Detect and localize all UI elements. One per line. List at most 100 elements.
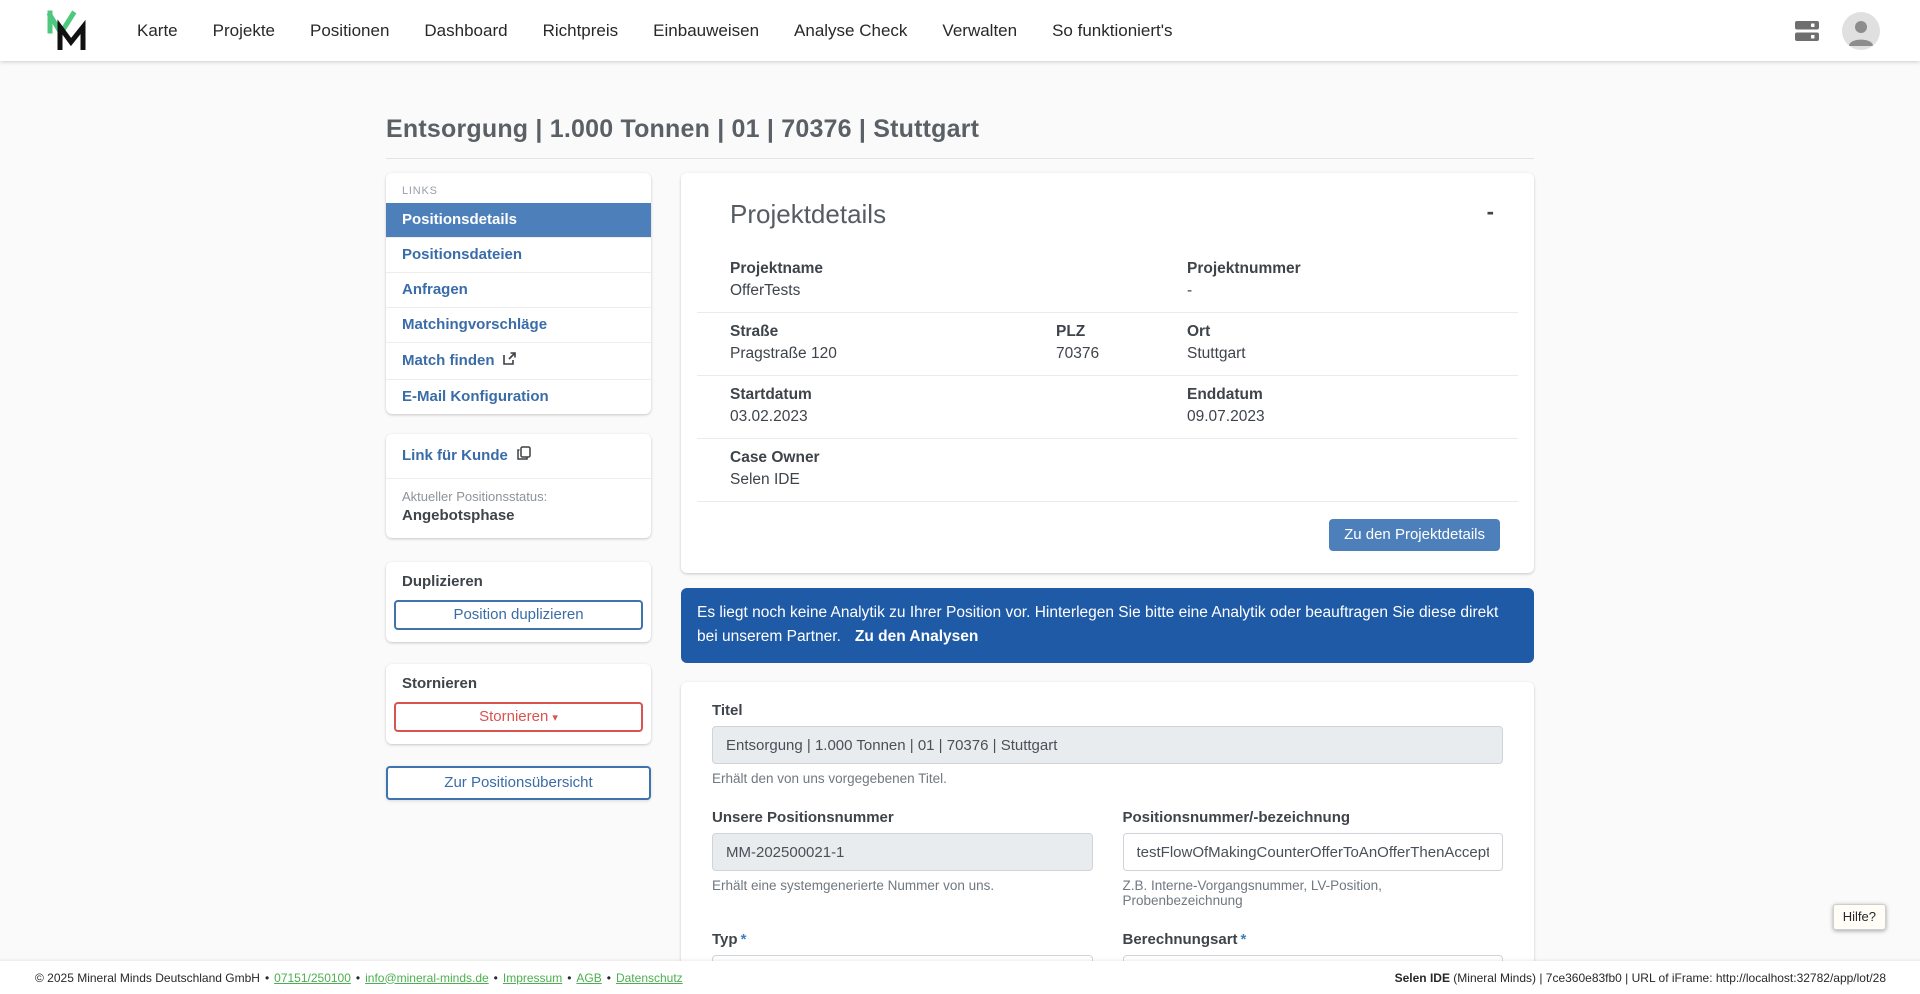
customer-link-card: Link für Kunde Aktueller Positionsstatus… — [386, 434, 651, 538]
position-number-input[interactable] — [1122, 833, 1503, 872]
field-label: Projektname — [730, 260, 824, 277]
field-label: Straße — [730, 323, 779, 340]
nav-item-verwalten[interactable]: Verwalten — [942, 20, 1018, 40]
duplicate-heading: Duplizieren — [402, 573, 483, 590]
nav-item-analyse-check[interactable]: Analyse Check — [794, 20, 908, 40]
project-details-title: Projektdetails — [730, 199, 887, 229]
nav-item-karte[interactable]: Karte — [137, 20, 178, 40]
footer: © 2025 Mineral Minds Deutschland GmbH • … — [0, 961, 1920, 994]
title-divider — [386, 158, 1534, 159]
copy-icon[interactable] — [516, 445, 532, 466]
field-value: 03.02.2023 — [730, 408, 808, 425]
required-asterisk: * — [1240, 931, 1247, 949]
cancel-button-label: Stornieren — [479, 708, 549, 725]
our-position-number-label: Unsere Positionsnummer — [712, 809, 894, 827]
analytics-alert-banner: Es liegt noch keine Analytik zu Ihrer Po… — [681, 588, 1534, 664]
cancel-dropdown-button[interactable]: Stornieren ▾ — [394, 702, 643, 732]
sidebar-item-positionsdetails[interactable]: Positionsdetails — [386, 203, 651, 237]
cancel-heading: Stornieren — [402, 675, 478, 692]
field-value: 70376 — [1056, 345, 1100, 362]
datenschutz-link[interactable]: Datenschutz — [615, 970, 683, 985]
footer-session-info: Selen IDE (Mineral Minds) | 7ce360e83fb0… — [1395, 971, 1886, 985]
sidebar-item-matchingvorschlaege[interactable]: Matchingvorschläge — [386, 307, 651, 342]
nav-item-so-funktionierts[interactable]: So funktioniert's — [1052, 20, 1173, 40]
bullet-separator: • — [264, 970, 270, 985]
field-value: 09.07.2023 — [1187, 408, 1265, 425]
page-title: Entsorgung | 1.000 Tonnen | 01 | 70376 |… — [386, 115, 980, 143]
sidebar-item-positionsdateien[interactable]: Positionsdateien — [386, 237, 651, 272]
navbar-actions — [1792, 11, 1880, 50]
field-label: Startdatum — [730, 386, 812, 403]
agb-link[interactable]: AGB — [576, 970, 602, 985]
links-header: Links — [402, 185, 438, 197]
server-list-icon[interactable] — [1792, 16, 1822, 46]
position-status-block: Aktueller Positionsstatus: Angebotsphase — [386, 479, 651, 538]
sidebar-item-match-finden[interactable]: Match finden — [386, 342, 651, 379]
position-number-label: Positionsnummer/-bezeichnung — [1122, 809, 1351, 827]
sidebar: Links Positionsdetails Positionsdateien … — [386, 173, 651, 800]
bullet-separator: • — [606, 970, 611, 985]
field-label: Case Owner — [730, 449, 820, 466]
email-link[interactable]: info@mineral-minds.de — [365, 970, 489, 985]
nav-item-positionen[interactable]: Positionen — [310, 20, 390, 40]
status-value: Angebotsphase — [402, 507, 515, 524]
customer-link-row: Link für Kunde — [386, 434, 651, 479]
nav-item-dashboard[interactable]: Dashboard — [424, 20, 508, 40]
copyright-text: © 2025 Mineral Minds Deutschland GmbH — [35, 970, 260, 985]
required-asterisk: * — [740, 931, 747, 949]
customer-link[interactable]: Link für Kunde — [402, 447, 508, 464]
our-position-number-input — [712, 833, 1093, 872]
field-label: PLZ — [1056, 323, 1086, 340]
project-row: Case Owner Selen IDE — [697, 439, 1518, 502]
titel-input — [712, 726, 1503, 765]
field-label: Projektnummer — [1187, 260, 1301, 277]
session-details: (Mineral Minds) | 7ce360e83fb0 | URL of … — [1449, 970, 1886, 985]
nav-item-richtpreis[interactable]: Richtpreis — [542, 20, 619, 40]
external-link-icon — [502, 351, 517, 370]
duplicate-card: Duplizieren Position duplizieren — [386, 562, 651, 642]
nav-item-einbauweisen[interactable]: Einbauweisen — [653, 20, 760, 40]
project-row: Startdatum 03.02.2023 Enddatum 09.07.202… — [697, 376, 1518, 439]
sidebar-links-card: Links Positionsdetails Positionsdateien … — [386, 173, 651, 414]
project-row: Projektname OfferTests Projektnummer - — [697, 250, 1518, 313]
footer-left: © 2025 Mineral Minds Deutschland GmbH • … — [35, 971, 683, 985]
berechnungsart-label: Berechnungsart * — [1122, 931, 1247, 949]
collapse-card-button[interactable]: - — [1481, 199, 1500, 225]
top-navbar: Karte Projekte Positionen Dashboard Rich… — [0, 0, 1920, 61]
our-position-number-group: Unsere Positionsnummer Erhält eine syste… — [712, 809, 1093, 908]
nav-item-projekte[interactable]: Projekte — [212, 20, 276, 40]
status-label: Aktueller Positionsstatus: — [402, 489, 548, 504]
bullet-separator: • — [493, 970, 498, 985]
duplicate-position-button[interactable]: Position duplizieren — [394, 600, 643, 630]
typ-label: Typ * — [712, 931, 747, 949]
sidebar-item-anfragen[interactable]: Anfragen — [386, 272, 651, 307]
help-button[interactable]: Hilfe? — [1832, 904, 1886, 930]
titel-group: Titel Erhält den von uns vorgegebenen Ti… — [712, 702, 1503, 786]
go-to-analyses-link[interactable]: Zu den Analysen — [854, 628, 979, 646]
user-avatar-icon[interactable] — [1842, 11, 1880, 50]
main-column: Projektdetails - Projektname OfferTests … — [681, 173, 1534, 994]
field-label: Enddatum — [1187, 386, 1263, 403]
sidebar-item-email-konfiguration[interactable]: E-Mail Konfiguration — [386, 379, 651, 414]
cancel-card: Stornieren Stornieren ▾ — [386, 664, 651, 744]
bullet-separator: • — [355, 970, 361, 985]
position-form-card: Titel Erhält den von uns vorgegebenen Ti… — [681, 682, 1534, 994]
position-number-group: Positionsnummer/-bezeichnung Z.B. Intern… — [1122, 809, 1503, 909]
caret-down-icon: ▾ — [552, 712, 558, 724]
phone-link[interactable]: 07151/250100 — [274, 970, 351, 985]
session-user: Selen IDE — [1394, 970, 1450, 985]
main-nav: Karte Projekte Positionen Dashboard Rich… — [137, 21, 1173, 41]
field-value: Selen IDE — [730, 471, 800, 488]
our-position-number-help: Erhält eine systemgenerierte Nummer von … — [712, 878, 995, 894]
position-number-help: Z.B. Interne-Vorgangsnummer, LV-Position… — [1122, 878, 1382, 909]
mineral-minds-logo-icon[interactable] — [45, 9, 89, 53]
field-value: OfferTests — [730, 282, 801, 299]
position-overview-button[interactable]: Zur Positionsübersicht — [386, 766, 651, 800]
bullet-separator: • — [567, 970, 572, 985]
sidebar-item-label: Match finden — [402, 352, 495, 369]
impressum-link[interactable]: Impressum — [502, 970, 563, 985]
titel-label: Titel — [712, 702, 743, 720]
go-to-project-details-button[interactable]: Zu den Projektdetails — [1329, 519, 1500, 551]
page-content: Entsorgung | 1.000 Tonnen | 01 | 70376 |… — [386, 115, 1534, 994]
project-details-card: Projektdetails - Projektname OfferTests … — [681, 173, 1534, 573]
